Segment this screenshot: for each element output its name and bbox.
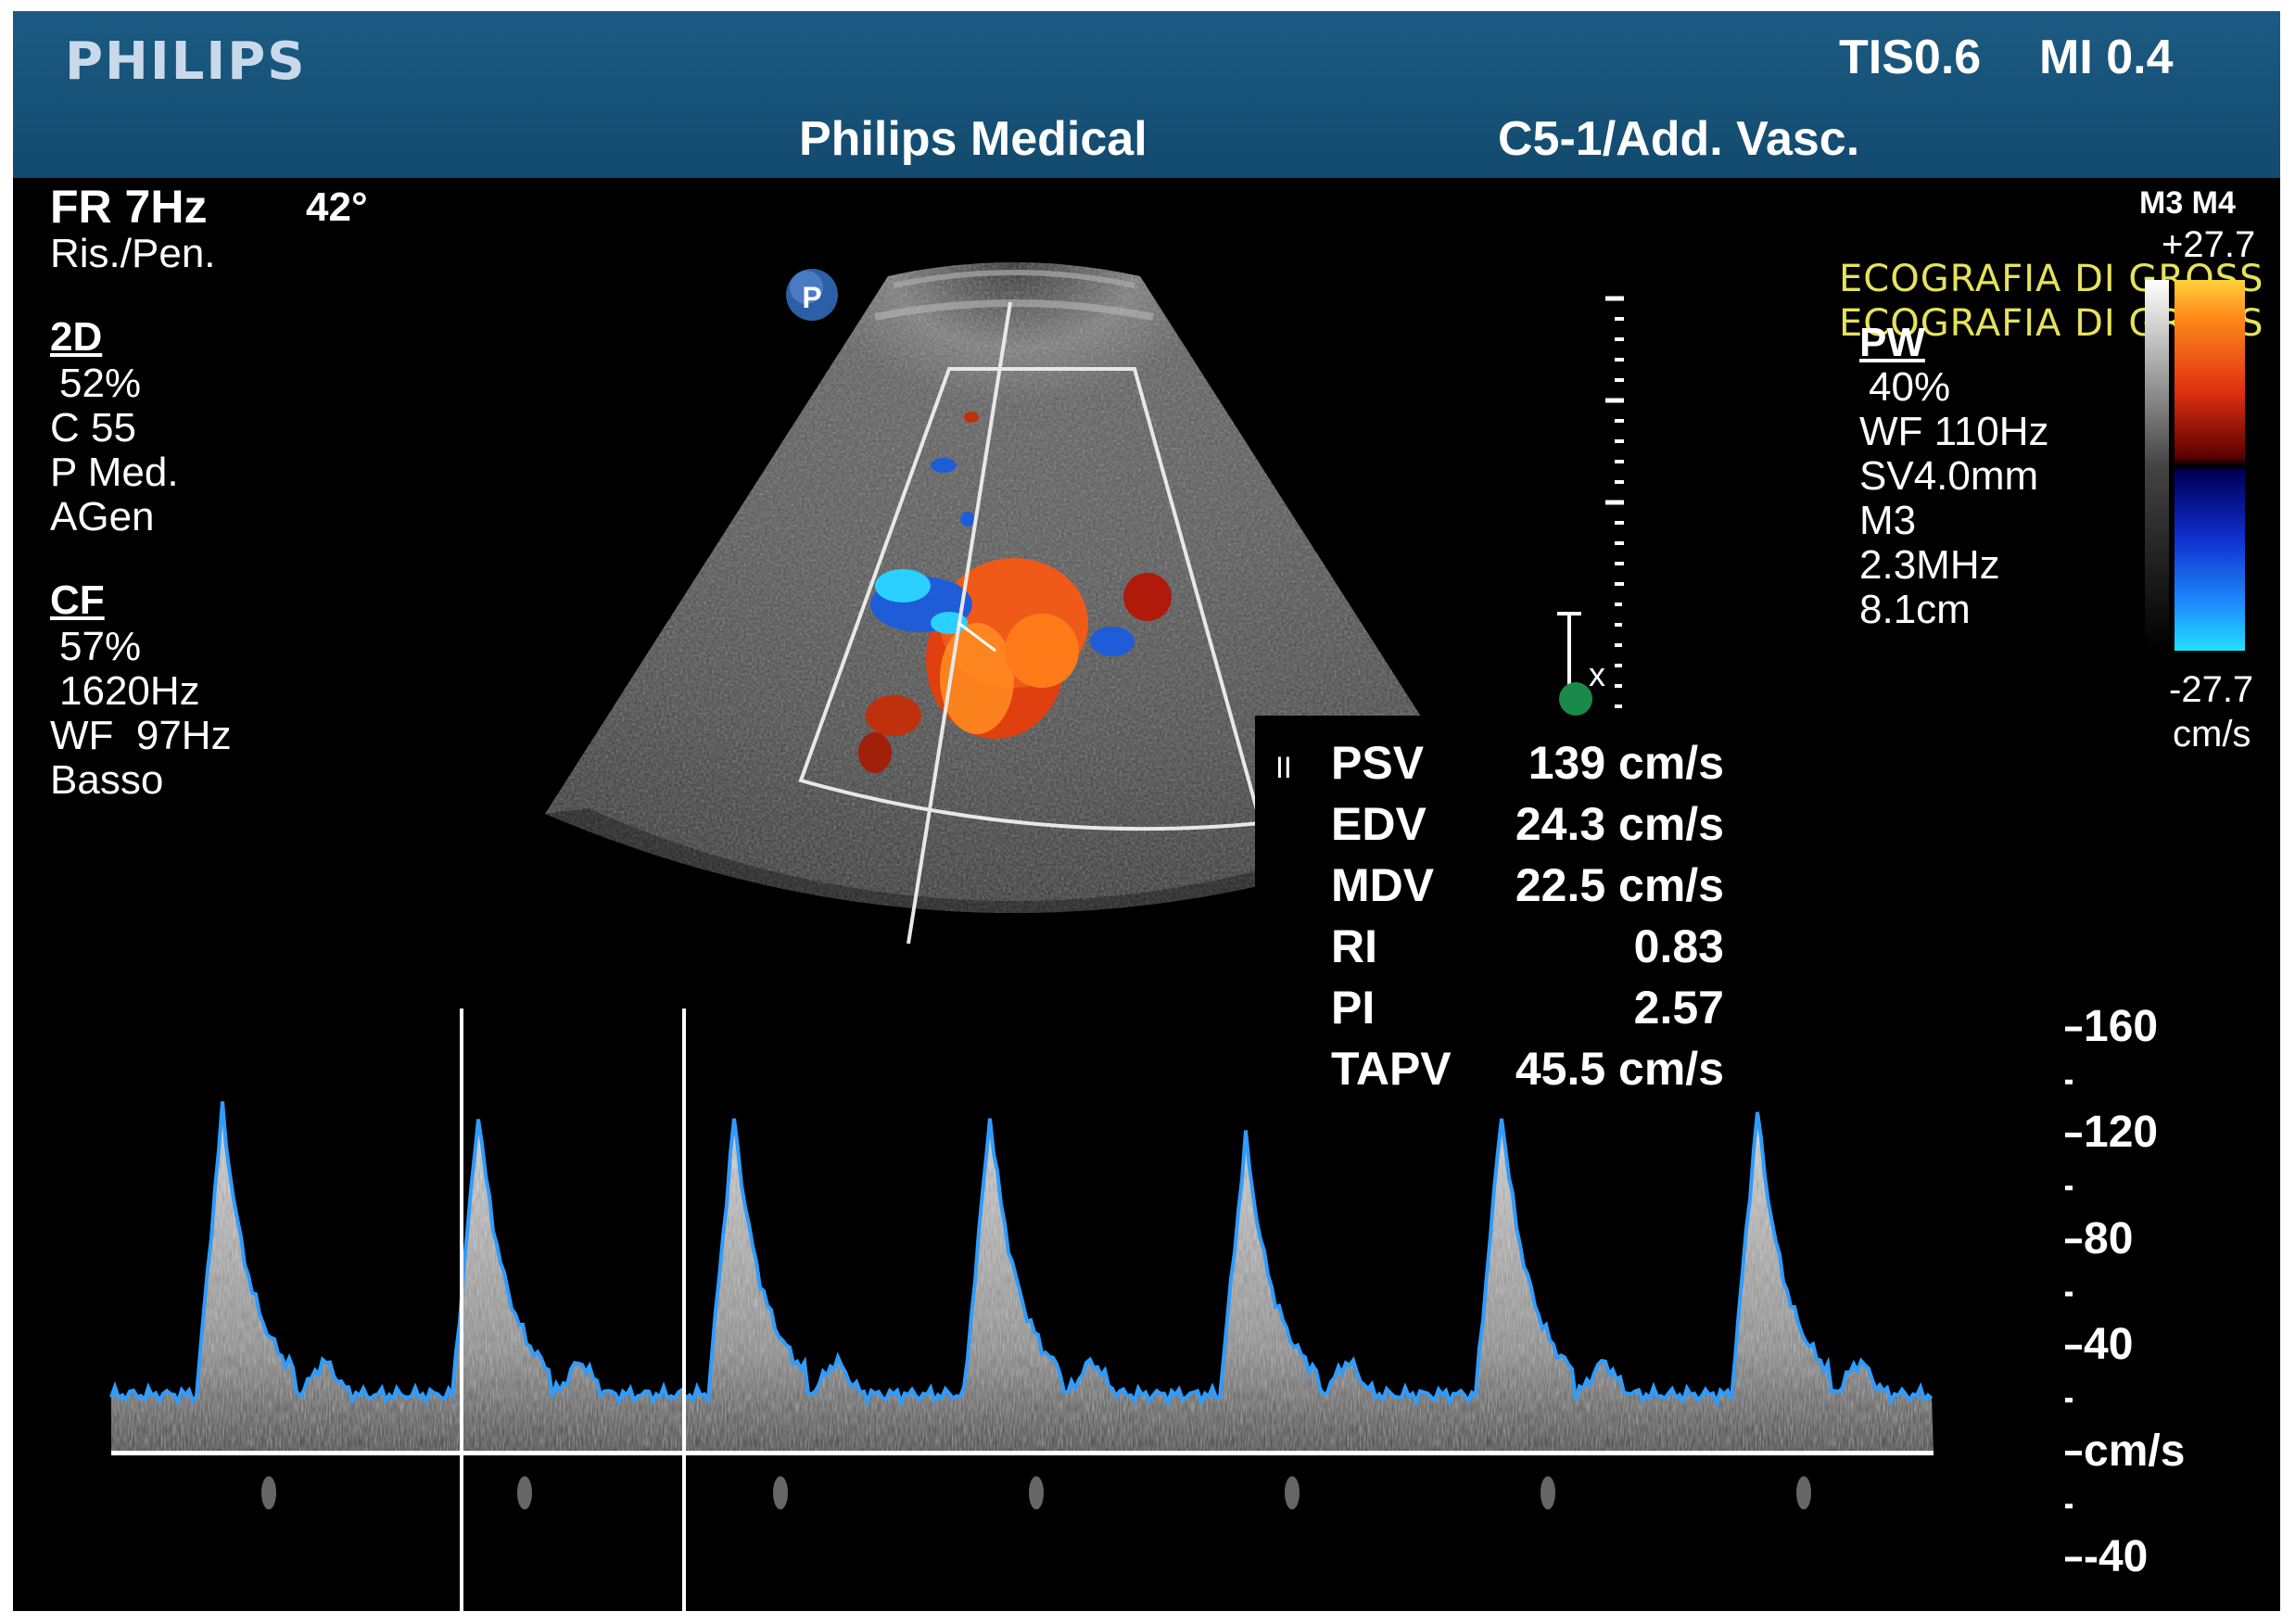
measurement-marker: II xyxy=(1275,751,1292,784)
ultrasound-screen: PHILIPS TIS0.6 MI 0.4 Philips Medical C5… xyxy=(13,11,2280,1611)
measurement-value-edv: 24.3 cm/s xyxy=(1515,798,1724,850)
reverse-flow-artifact xyxy=(1285,1476,1300,1510)
2d-agen: AGen xyxy=(50,494,155,539)
image-canvas: P x xyxy=(109,262,2082,1611)
reverse-flow-artifact xyxy=(1029,1476,1044,1510)
color-bar-unit: cm/s xyxy=(2173,714,2251,755)
cf-level: Basso xyxy=(50,757,164,803)
reverse-flow-artifact xyxy=(1541,1476,1555,1510)
color-map-label: M3 M4 xyxy=(2139,185,2236,221)
pw-title: PW xyxy=(1859,320,1925,365)
measurement-value-mdv: 22.5 cm/s xyxy=(1515,859,1724,911)
color-flow xyxy=(858,412,1172,773)
measurement-value-psv: 139 cm/s xyxy=(1528,737,1724,789)
svg-text:P: P xyxy=(802,281,821,314)
tis-index: TIS0.6 xyxy=(1839,31,1982,84)
measurement-label-mdv: MDV xyxy=(1331,859,1435,911)
steer-angle: 42° xyxy=(306,184,368,230)
velocity-scale-label: cm/s xyxy=(2084,1426,2186,1476)
section-cf-title: CF xyxy=(50,577,105,623)
measurements-panel: II xyxy=(1255,716,1737,1086)
2d-persistence: P Med. xyxy=(50,450,179,495)
pw-map: M3 xyxy=(1859,498,1917,543)
cf-gain: 57% xyxy=(59,624,142,669)
doppler-spectrum xyxy=(109,1009,2082,1611)
reverse-flow-artifact xyxy=(1796,1476,1811,1510)
probe-orientation-marker: P xyxy=(786,269,838,321)
spectral-texture xyxy=(111,1101,1934,1453)
focus-marker[interactable]: x xyxy=(1557,612,1605,716)
2d-gain: 52% xyxy=(59,361,142,406)
velocity-scale-label: 80 xyxy=(2084,1213,2134,1263)
section-2d-title: 2D xyxy=(50,314,103,360)
velocity-scale-label: -40 xyxy=(2084,1532,2149,1581)
cf-prf: 1620Hz xyxy=(59,668,200,714)
sample-gate[interactable] xyxy=(957,621,996,653)
color-bar-top: +27.7 xyxy=(2162,224,2256,265)
velocity-scale-label: 160 xyxy=(2084,1002,2159,1051)
reverse-flow-artifact xyxy=(261,1476,276,1510)
cf-wall-filter: WF 97Hz xyxy=(50,713,232,758)
measurement-label-psv: PSV xyxy=(1331,737,1425,789)
measurement-label-edv: EDV xyxy=(1331,798,1426,850)
institution-name: Philips Medical xyxy=(799,112,1148,166)
measurement-label-ri: RI xyxy=(1331,920,1377,972)
svg-text:x: x xyxy=(1589,655,1605,693)
mode-preset: Ris./Pen. xyxy=(50,231,216,276)
color-bar-gray xyxy=(2145,280,2169,651)
velocity-scale-label: 120 xyxy=(2084,1108,2159,1158)
pw-depth: 8.1cm xyxy=(1859,587,1971,632)
velocity-envelope xyxy=(109,1101,1934,1408)
measurement-value-pi: 2.57 xyxy=(1633,982,1724,1034)
color-box xyxy=(798,301,1263,945)
pw-frequency: 2.3MHz xyxy=(1859,542,2000,588)
reverse-flow-artifact xyxy=(773,1476,788,1510)
color-bar xyxy=(2175,280,2245,651)
frame-rate: FR 7Hz xyxy=(50,181,208,233)
reverse-flow-artifact xyxy=(517,1476,532,1510)
probe-preset: C5-1/Add. Vasc. xyxy=(1498,112,1860,166)
measurement-label-pi: PI xyxy=(1331,982,1376,1034)
depth-scale xyxy=(1605,296,1624,729)
measurement-label-tapv: TAPV xyxy=(1331,1043,1452,1095)
measurement-value-tapv: 45.5 cm/s xyxy=(1515,1043,1724,1095)
mi-index: MI 0.4 xyxy=(2039,31,2174,84)
measurement-value-ri: 0.83 xyxy=(1633,920,1724,972)
brand-logo: PHILIPS xyxy=(65,32,307,92)
pw-gain: 40% xyxy=(1869,364,1951,410)
color-bar-bottom: -27.7 xyxy=(2169,669,2254,710)
2d-compression: C 55 xyxy=(50,405,136,450)
pw-wall-filter: WF 110Hz xyxy=(1859,409,2049,454)
pw-sample-volume: SV4.0mm xyxy=(1859,453,2039,499)
header-bar: PHILIPS TIS0.6 MI 0.4 Philips Medical C5… xyxy=(13,11,2280,178)
velocity-scale-label: 40 xyxy=(2084,1320,2134,1370)
